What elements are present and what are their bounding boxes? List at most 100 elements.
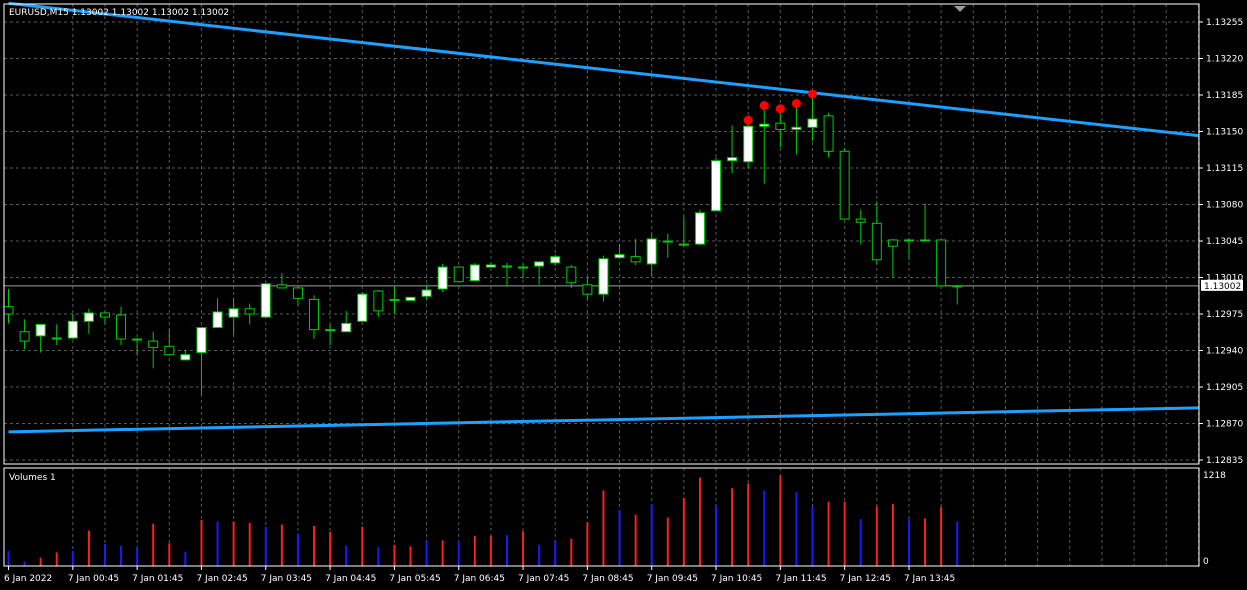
trendline-upper[interactable] xyxy=(8,1,1199,138)
candle xyxy=(244,303,255,325)
candle xyxy=(83,308,94,334)
candle xyxy=(19,319,30,350)
candle-body xyxy=(99,312,110,318)
candle xyxy=(518,263,529,279)
time-tick-label: 7 Jan 06:45 xyxy=(454,574,505,584)
price-tick-label: 1.13115 xyxy=(1206,164,1243,174)
volume-max-label: 1218 xyxy=(1203,471,1226,481)
candle-body xyxy=(244,308,255,315)
time-tick-label: 7 Jan 05:45 xyxy=(389,574,440,584)
candle xyxy=(260,282,271,318)
candle xyxy=(309,295,320,340)
candle xyxy=(855,209,866,245)
time-tick-label: 7 Jan 04:45 xyxy=(325,574,376,584)
candle xyxy=(952,284,963,305)
candle-body xyxy=(614,254,625,259)
candle-body xyxy=(598,258,609,295)
candle-body xyxy=(341,322,352,333)
candle-body xyxy=(228,308,239,318)
signal-dot xyxy=(759,101,769,111)
time-tick-label: 7 Jan 01:45 xyxy=(132,574,183,584)
candle-body xyxy=(855,218,866,223)
volume-panel-frame xyxy=(3,467,1200,567)
time-tick-label: 7 Jan 03:45 xyxy=(261,574,312,584)
candle xyxy=(759,109,770,184)
candle-body xyxy=(437,266,448,290)
candle-body xyxy=(421,289,432,297)
trendlines[interactable] xyxy=(8,1,1199,434)
candle xyxy=(35,323,46,353)
candle xyxy=(485,262,496,268)
candle-body xyxy=(952,285,963,288)
candle xyxy=(132,337,143,356)
candle-body xyxy=(148,340,159,348)
candle xyxy=(469,262,480,282)
time-tick-label: 7 Jan 10:45 xyxy=(711,574,762,584)
candle-body xyxy=(662,240,673,243)
candle-body xyxy=(646,238,657,265)
time-tick-label: 7 Jan 11:45 xyxy=(775,574,826,584)
price-tick-label: 1.12975 xyxy=(1206,310,1243,320)
candle-body xyxy=(518,266,529,269)
candle xyxy=(630,238,641,265)
candle-body xyxy=(19,331,30,342)
candle-body xyxy=(35,323,46,337)
candle xyxy=(196,327,207,395)
trendline-lower[interactable] xyxy=(8,406,1199,434)
candle xyxy=(373,290,384,318)
volume-min-label: 0 xyxy=(1203,557,1209,567)
candle xyxy=(421,284,432,300)
candle-body xyxy=(871,222,882,261)
candle-body xyxy=(405,296,416,301)
candle-body xyxy=(132,338,143,341)
candle-body xyxy=(501,265,512,268)
candle xyxy=(341,310,352,333)
price-tick-label: 1.13255 xyxy=(1206,18,1243,28)
signal-dot xyxy=(791,99,801,109)
candle-body xyxy=(711,160,722,212)
chart-shift-marker-icon[interactable] xyxy=(954,6,966,12)
price-tick-label: 1.13045 xyxy=(1206,237,1243,247)
time-tick-label: 7 Jan 13:45 xyxy=(904,574,955,584)
candle-body xyxy=(260,283,271,318)
price-tick-label: 1.13185 xyxy=(1206,91,1243,101)
candle xyxy=(678,217,689,248)
candle-body xyxy=(839,150,850,220)
candle xyxy=(453,266,464,283)
price-axis[interactable]: 1.13255 1.13220 1.13185 1.13150 1.13115 1.130… xyxy=(1199,18,1243,466)
candle xyxy=(711,157,722,212)
candle-body xyxy=(373,290,384,312)
time-tick-label: 7 Jan 02:45 xyxy=(196,574,247,584)
candle xyxy=(887,238,898,278)
candle xyxy=(614,244,625,259)
candle-body xyxy=(292,287,303,299)
candle-body xyxy=(116,314,127,340)
candle xyxy=(325,324,336,346)
panel-frames xyxy=(3,3,1200,567)
candle-body xyxy=(309,298,320,331)
candle-body xyxy=(566,266,577,284)
candle-body xyxy=(936,239,947,287)
candle xyxy=(67,314,78,340)
candle-body xyxy=(3,306,14,315)
candle xyxy=(228,298,239,335)
candle xyxy=(646,233,657,277)
time-tick-label: 7 Jan 12:45 xyxy=(840,574,891,584)
candle-body xyxy=(51,337,62,340)
candle-body xyxy=(791,126,802,130)
current-price-badge: 1.13002 xyxy=(1201,279,1243,292)
time-tick-label: 7 Jan 09:45 xyxy=(647,574,698,584)
candle xyxy=(437,263,448,293)
candle xyxy=(791,107,802,155)
price-tick-label: 1.12905 xyxy=(1206,383,1243,393)
candle-body xyxy=(469,264,480,282)
candle xyxy=(180,349,191,361)
candle xyxy=(550,254,561,267)
candle-body xyxy=(727,157,738,162)
price-tick-label: 1.12870 xyxy=(1206,420,1243,430)
candle-body xyxy=(453,266,464,283)
candle-body xyxy=(743,125,754,163)
candle xyxy=(662,233,673,258)
time-axis[interactable]: 6 Jan 2022 7 Jan 00:45 7 Jan 01:45 7 Jan 02… xyxy=(4,566,955,584)
